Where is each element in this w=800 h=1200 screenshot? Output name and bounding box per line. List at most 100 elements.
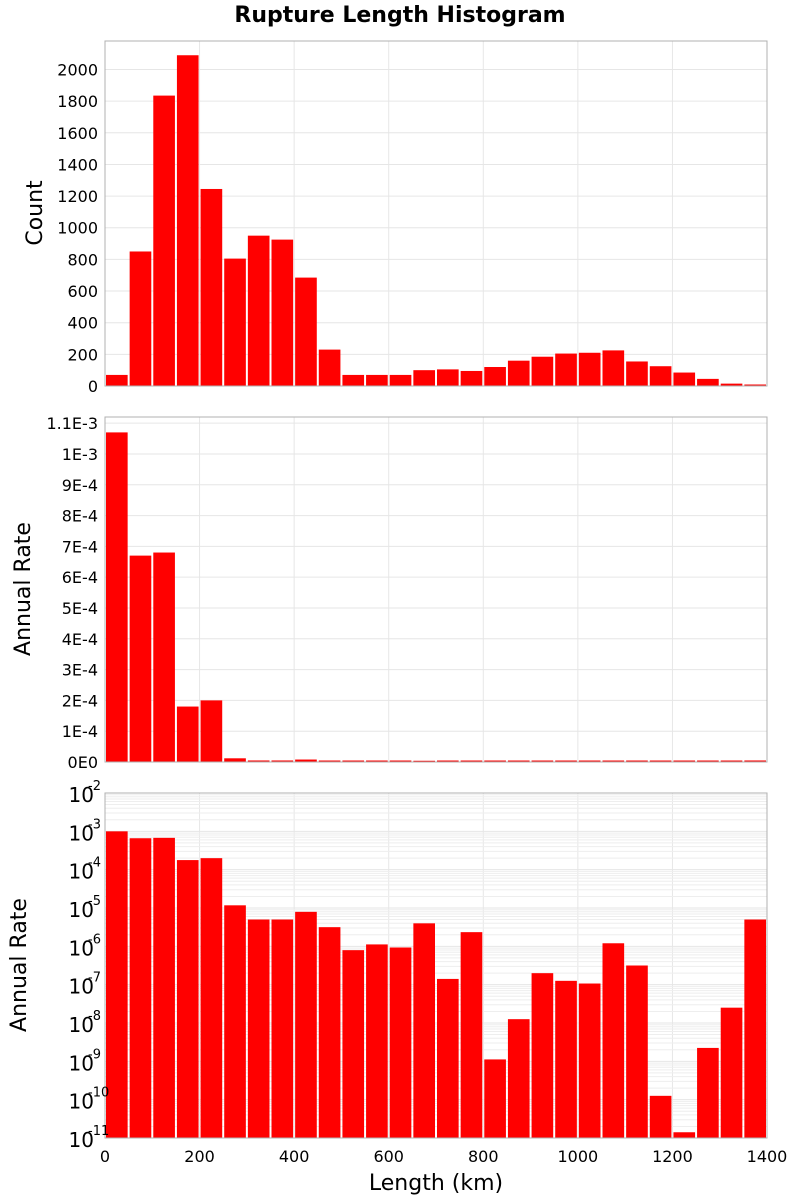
x-tick-label: 400 bbox=[279, 1147, 310, 1166]
histogram-bar bbox=[342, 950, 365, 1138]
x-tick-label: 600 bbox=[373, 1147, 404, 1166]
histogram-bar bbox=[626, 361, 648, 386]
histogram-bar bbox=[437, 760, 459, 762]
histogram-bar bbox=[649, 1095, 672, 1138]
histogram-bar bbox=[507, 1019, 530, 1138]
y-tick-label: 2000 bbox=[57, 60, 98, 79]
histogram-bar bbox=[484, 367, 506, 386]
histogram-bar bbox=[176, 55, 199, 387]
histogram-bar bbox=[247, 919, 270, 1138]
histogram-bar bbox=[342, 374, 365, 386]
histogram-bar bbox=[602, 760, 625, 762]
histogram-bar bbox=[507, 760, 530, 762]
y-tick-label: 400 bbox=[67, 314, 98, 333]
histogram-bar bbox=[460, 932, 483, 1138]
histogram-bar bbox=[129, 838, 152, 1138]
histogram-bar bbox=[697, 378, 719, 386]
histogram-bar bbox=[413, 923, 435, 1138]
histogram-bar bbox=[271, 239, 294, 386]
x-tick-label: 800 bbox=[468, 1147, 499, 1166]
y-tick-label: 3E-4 bbox=[62, 661, 98, 680]
histogram-bar bbox=[271, 760, 294, 762]
y-tick-exponent: -8 bbox=[88, 1009, 101, 1024]
histogram-bar bbox=[200, 700, 223, 762]
histogram-bar bbox=[318, 349, 341, 386]
histogram-bar bbox=[697, 1047, 719, 1138]
y-tick-exponent: -6 bbox=[88, 932, 101, 947]
y-tick-label: 1E-3 bbox=[62, 445, 98, 464]
histogram-bar bbox=[555, 353, 577, 386]
histogram-bar bbox=[720, 1007, 743, 1138]
histogram-bar bbox=[649, 366, 672, 386]
y-tick-label: 1600 bbox=[57, 124, 98, 143]
histogram-bar bbox=[437, 978, 459, 1138]
histogram-bar bbox=[247, 760, 270, 762]
histogram-bar bbox=[106, 374, 128, 386]
y-tick-label: 1200 bbox=[57, 187, 98, 206]
x-tick-label: 1200 bbox=[652, 1147, 693, 1166]
y-tick-label: 10 bbox=[69, 783, 94, 807]
y-tick-label: 1000 bbox=[57, 219, 98, 238]
y-tick-label: 0 bbox=[88, 377, 98, 396]
y-tick-exponent: -2 bbox=[88, 779, 101, 794]
y-tick-label: 10 bbox=[69, 898, 94, 922]
histogram-bar bbox=[720, 383, 743, 386]
rate-log-panel: 10-1110-1010-910-810-710-610-510-410-310… bbox=[7, 779, 787, 1196]
x-axis-label: Length (km) bbox=[369, 1171, 503, 1196]
y-tick-label: 1400 bbox=[57, 155, 98, 174]
rate-linear-panel: 0E0 1E-4 2E-4 3E-4 4E-4 5E-4 6E-4 7E-4 8E-4 9E-4 1… bbox=[11, 414, 768, 772]
histogram-bar bbox=[106, 432, 128, 762]
histogram-bar bbox=[531, 760, 554, 762]
histogram-bar bbox=[342, 760, 365, 762]
histogram-bar bbox=[602, 350, 625, 386]
histogram-bar bbox=[176, 706, 199, 762]
histogram-bar bbox=[129, 251, 152, 386]
y-tick-label: 1.1E-3 bbox=[46, 414, 98, 433]
y-tick-exponent: -11 bbox=[88, 1124, 109, 1139]
histogram-bar bbox=[366, 760, 388, 762]
histogram-bar bbox=[744, 384, 766, 386]
histogram-bar bbox=[649, 760, 672, 762]
y-tick-label: 8E-4 bbox=[62, 507, 98, 526]
count-ylabel: Count bbox=[23, 180, 48, 246]
y-tick-exponent: -7 bbox=[88, 971, 101, 986]
y-tick-label: 5E-4 bbox=[62, 599, 98, 618]
y-tick-label: 10 bbox=[69, 1013, 94, 1037]
histogram-bar bbox=[176, 860, 199, 1138]
histogram-bar bbox=[295, 911, 317, 1138]
histogram-bar bbox=[413, 760, 435, 762]
x-tick-label: 1400 bbox=[747, 1147, 788, 1166]
histogram-bar bbox=[507, 360, 530, 386]
count-panel: 0 200 400 600 800 1000 1200 1400 1600 1800 2000 Co… bbox=[23, 40, 768, 396]
x-tick-label: 1000 bbox=[557, 1147, 598, 1166]
histogram-bar bbox=[531, 973, 554, 1138]
histogram-bar bbox=[413, 370, 435, 386]
chart-title: Rupture Length Histogram bbox=[234, 3, 565, 28]
histogram-bar bbox=[389, 947, 412, 1138]
histogram-bar bbox=[460, 370, 483, 386]
y-tick-label: 10 bbox=[69, 975, 94, 999]
histogram-bar bbox=[484, 760, 506, 762]
y-tick-label: 10 bbox=[69, 936, 94, 960]
y-tick-label: 7E-4 bbox=[62, 537, 98, 556]
y-tick-label: 600 bbox=[67, 282, 98, 301]
histogram-bar bbox=[626, 760, 648, 762]
histogram-bar bbox=[602, 943, 625, 1138]
y-tick-exponent: -4 bbox=[88, 856, 101, 871]
y-tick-label: 200 bbox=[67, 345, 98, 364]
histogram-bar bbox=[295, 759, 317, 762]
y-tick-label: 6E-4 bbox=[62, 568, 98, 587]
histogram-bar bbox=[224, 905, 246, 1138]
rate-linear-ylabel: Annual Rate bbox=[11, 522, 36, 656]
y-tick-exponent: -3 bbox=[88, 817, 101, 832]
y-tick-label: 800 bbox=[67, 250, 98, 269]
histogram-bar bbox=[578, 352, 601, 386]
histogram-bar bbox=[744, 760, 766, 762]
rate-linear-plot-frame bbox=[104, 416, 768, 763]
histogram-bar bbox=[437, 369, 459, 386]
histogram-bar bbox=[673, 372, 696, 386]
histogram-bar bbox=[366, 944, 388, 1138]
y-tick-exponent: -10 bbox=[88, 1086, 109, 1101]
y-tick-label: 0E0 bbox=[68, 753, 98, 772]
